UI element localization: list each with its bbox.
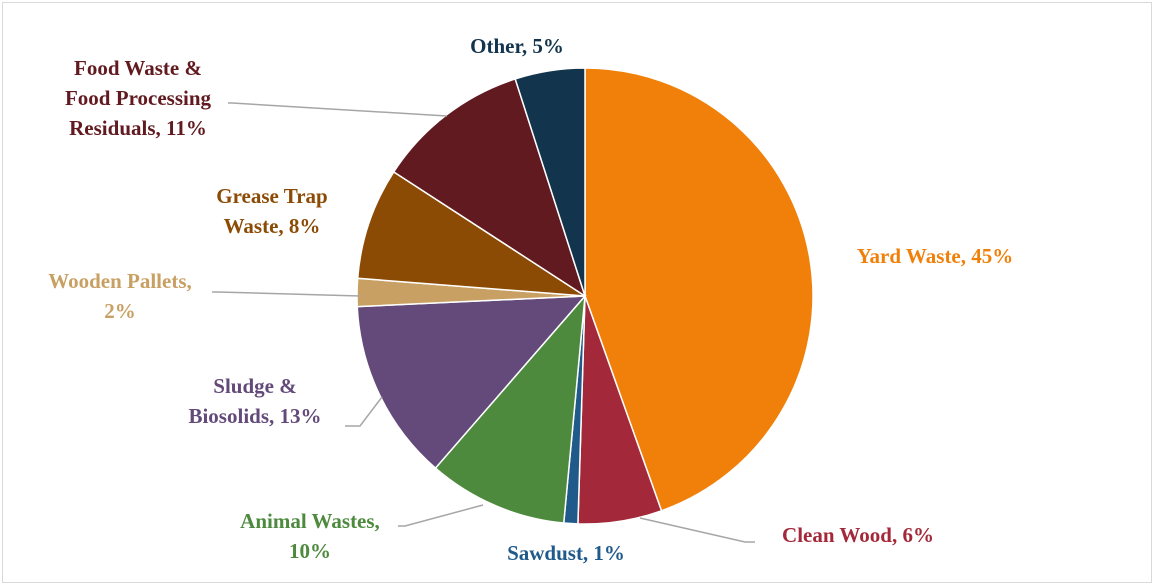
data-label-line: Sawdust, 1% [507, 541, 625, 565]
leader-line-clean-wood [639, 517, 755, 543]
pie-slice-other [514, 67, 586, 297]
pie-slice-animal-wastes [434, 293, 586, 524]
data-label-line: Residuals, 11% [69, 116, 207, 140]
data-labels: Yard Waste, 45% Clean Wood, 6% Sawdust, 1%… [48, 34, 1013, 565]
data-label-other: Other, 5% [470, 34, 564, 58]
data-label-food-waste-food-processing-residuals: Food Waste & Food Processing Residuals, 11… [65, 56, 212, 140]
leader-line-sludge-biosolids [345, 396, 383, 427]
pie-slices [356, 67, 814, 525]
data-label-line: Yard Waste, 45% [857, 244, 1014, 268]
data-label-sludge-biosolids: Sludge & Biosolids, 13% [188, 374, 321, 428]
data-label-line: 2% [104, 299, 136, 323]
data-label-grease-trap-waste: Grease Trap Waste, 8% [216, 184, 327, 238]
data-label-line: Wooden Pallets, [48, 269, 192, 293]
data-label-wooden-pallets: Wooden Pallets, 2% [48, 269, 192, 323]
pie-slice-grease-trap-waste [356, 170, 586, 297]
data-label-line: 10% [289, 539, 331, 563]
data-label-clean-wood: Clean Wood, 6% [782, 523, 934, 547]
data-label-line: Biosolids, 13% [188, 404, 321, 428]
data-label-line: Other, 5% [470, 34, 564, 58]
data-label-sawdust: Sawdust, 1% [507, 541, 625, 565]
pie-slice-food-waste-food-processing-residuals [392, 77, 587, 298]
data-label-line: Food Waste & [74, 56, 202, 80]
data-label-yard-waste: Yard Waste, 45% [857, 244, 1014, 268]
data-label-line: Grease Trap [216, 184, 327, 208]
leader-line-animal-wastes [398, 504, 484, 527]
leader-line-food-waste-food-processing-residuals [228, 102, 448, 117]
pie-slice-sludge-biosolids [356, 295, 587, 470]
leader-lines [212, 102, 755, 543]
data-label-line: Sludge & [213, 374, 296, 398]
data-label-line: Waste, 8% [224, 214, 321, 238]
data-label-animal-wastes: Animal Wastes, 10% [240, 509, 380, 563]
leader-line-wooden-pallets [212, 291, 361, 297]
data-label-line: Animal Wastes, [240, 509, 380, 533]
data-label-line: Food Processing [65, 86, 212, 110]
data-label-line: Clean Wood, 6% [782, 523, 934, 547]
pie-slice-yard-waste [584, 67, 814, 512]
